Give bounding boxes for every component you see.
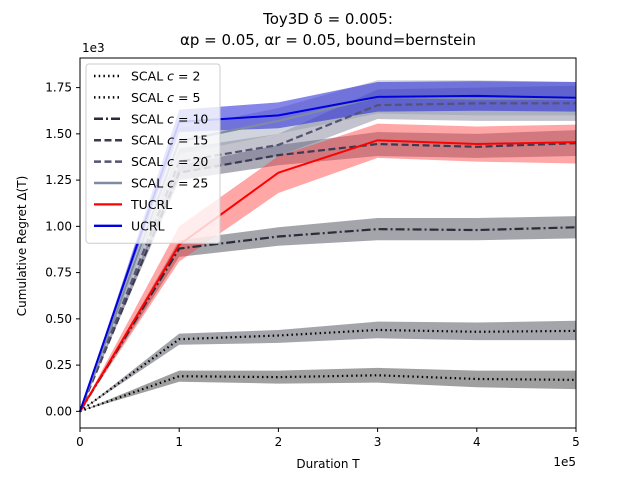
y-tick-label: 1.50	[45, 127, 72, 141]
y-tick-label: 1.75	[45, 81, 72, 95]
y-tick-label: 0.75	[45, 266, 72, 280]
y-tick-label: 0.25	[45, 358, 72, 372]
x-tick-label: 4	[473, 435, 481, 449]
legend-label-0: SCAL c = 2	[131, 69, 200, 84]
legend-box	[85, 63, 221, 244]
confidence-band-5	[80, 80, 576, 412]
y-offset-label: 1e3	[82, 41, 105, 55]
x-tick-label: 0	[76, 435, 84, 449]
series-line-6	[79, 139, 577, 412]
plot-frame	[79, 57, 577, 429]
legend-label-4: SCAL c = 20	[131, 154, 208, 169]
y-tick-label: 0.00	[45, 404, 72, 418]
x-tick-label: 5	[572, 435, 580, 449]
legend-label-5: SCAL c = 25	[131, 176, 208, 191]
y-tick-label: 0.50	[45, 312, 72, 326]
confidence-band-1	[80, 320, 576, 412]
confidence-band-6	[80, 123, 576, 412]
confidence-band-2	[80, 216, 576, 412]
series-line-0	[79, 374, 577, 413]
y-tick-label: 1.25	[45, 173, 72, 187]
x-tick-label: 2	[275, 435, 283, 449]
y-tick-label: 1.00	[45, 219, 72, 233]
x-tick-label: 3	[374, 435, 382, 449]
series-line-2	[79, 226, 577, 412]
axes: 0 1 2 3 4 5 0.00 0.25 0.50 0.75 1.00 1.25 1.50 1.75	[45, 57, 580, 449]
confidence-band-0	[80, 367, 576, 412]
legend: SCAL c = 2 SCAL c = 5 SCAL c = 10 SCAL c = …	[85, 63, 221, 244]
y-axis-label: Cumulative Regret Δ(T)	[15, 176, 29, 317]
legend-label-6: TUCRL	[130, 197, 172, 212]
legend-label-2: SCAL c = 10	[131, 111, 208, 126]
x-axis-label: Duration T	[296, 457, 360, 471]
legend-label-7: UCRL	[131, 218, 165, 233]
chart-title-line2: αp = 0.05, αr = 0.05, bound=bernstein	[180, 31, 476, 49]
chart-title-line1: Toy3D δ = 0.005:	[262, 10, 393, 28]
legend-label-1: SCAL c = 5	[131, 90, 200, 105]
legend-label-3: SCAL c = 15	[131, 133, 208, 148]
x-tick-label: 1	[175, 435, 183, 449]
x-offset-label: 1e5	[553, 455, 576, 469]
